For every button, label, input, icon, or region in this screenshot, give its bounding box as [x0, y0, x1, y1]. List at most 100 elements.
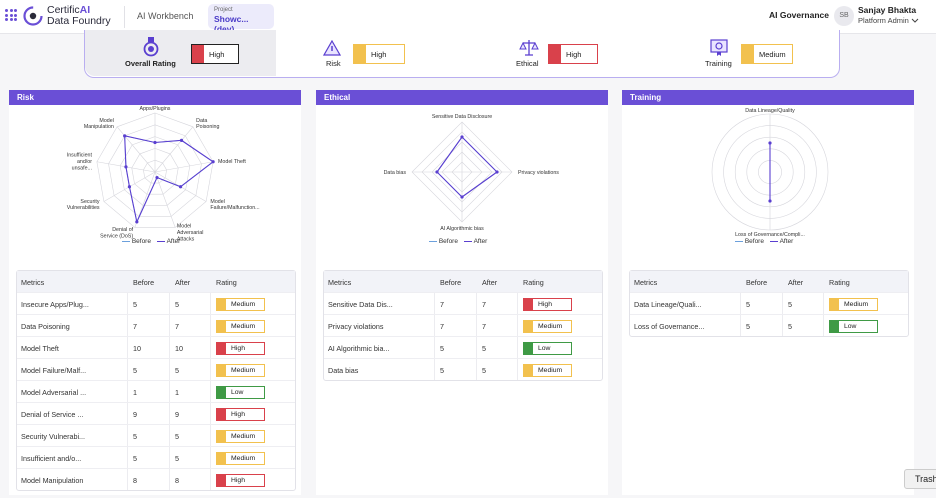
column-divider — [434, 315, 435, 336]
after-cell: 5 — [175, 300, 179, 309]
rating-swatch — [217, 409, 226, 420]
after-cell: 5 — [175, 366, 179, 375]
radar-axis-label-line: Apps/Plugins — [140, 106, 171, 112]
column-divider — [210, 425, 211, 446]
table-row[interactable]: Denial of Service ... 9 9 High — [17, 402, 295, 424]
rating-value: Medium — [538, 323, 563, 330]
column-divider — [210, 469, 211, 490]
after-data-point[interactable] — [127, 185, 132, 189]
after-data-point[interactable] — [123, 134, 127, 138]
after-data-point[interactable] — [135, 220, 139, 224]
rating-badge: Medium — [523, 320, 572, 333]
workbench-link[interactable]: AI Workbench — [137, 11, 194, 21]
table-row[interactable]: Data Poisoning 7 7 Medium — [17, 314, 295, 336]
column-header-after[interactable]: After — [482, 278, 498, 287]
table-row[interactable]: Security Vulnerabi... 5 5 Medium — [17, 424, 295, 446]
radar-axis-label-line: Data — [196, 118, 207, 124]
column-header-metrics[interactable]: Metrics — [634, 278, 658, 287]
after-data-point[interactable] — [460, 195, 464, 199]
column-divider — [127, 293, 128, 314]
ethical-panel: Ethical Sensitive Data Disclosure Privacy… — [316, 90, 608, 495]
column-header-before[interactable]: Before — [440, 278, 462, 287]
column-divider — [169, 447, 170, 468]
metric-cell: Data Poisoning — [21, 322, 70, 331]
table-row[interactable]: AI Algorithmic bia... 5 5 Low — [324, 336, 602, 358]
after-data-point[interactable] — [495, 170, 499, 174]
column-header-metrics[interactable]: Metrics — [328, 278, 352, 287]
rating-value: High — [231, 477, 245, 484]
column-header-rating[interactable]: Rating — [216, 278, 237, 287]
column-divider — [517, 315, 518, 336]
radar-axis-label-line: and/or — [77, 159, 92, 165]
column-header-before[interactable]: Before — [133, 278, 155, 287]
radar-axis-label: Apps/Plugins — [140, 106, 171, 112]
table-row[interactable]: Data Lineage/Quali... 5 5 Medium — [630, 292, 908, 314]
after-data-point[interactable] — [768, 199, 772, 203]
rating-badge: Medium — [216, 320, 265, 333]
rating-swatch — [742, 45, 754, 63]
table-row[interactable]: Model Manipulation 8 8 High — [17, 468, 295, 490]
after-cell: 7 — [482, 300, 486, 309]
apps-grid-icon[interactable] — [5, 9, 17, 21]
after-data-point[interactable] — [435, 170, 439, 174]
ethical-radar-chart: Sensitive Data Disclosure Privacy violati… — [384, 114, 560, 232]
rating-badge: Low — [216, 386, 265, 399]
user-name[interactable]: Sanjay Bhakta — [858, 5, 917, 15]
rating-value: Medium — [231, 433, 256, 440]
after-data-point[interactable] — [211, 160, 215, 164]
table-row[interactable]: Model Failure/Malf... 5 5 Medium — [17, 358, 295, 380]
radar-axis-label-line: Loss of Governance/Compli... — [735, 232, 805, 238]
column-divider — [210, 337, 211, 358]
table-row[interactable]: Loss of Governance... 5 5 Low — [630, 314, 908, 336]
rating-summary-bar: Overall Rating High Risk High Ethical Hi… — [84, 30, 840, 78]
table-row[interactable]: Insufficient and/o... 5 5 Medium — [17, 446, 295, 468]
project-selector[interactable]: Project Showc... (dev) — [208, 4, 274, 34]
radar-axis-label-line: Model Theft — [218, 159, 246, 165]
risk-metrics-table: Metrics Before After Rating Insecure Apps/Pl… — [16, 270, 296, 491]
table-row[interactable]: Sensitive Data Dis... 7 7 High — [324, 292, 602, 314]
radar-axis-label-line: Model — [99, 118, 113, 124]
after-data-point[interactable] — [124, 165, 128, 169]
after-data-point[interactable] — [460, 135, 464, 139]
column-divider — [127, 359, 128, 380]
metric-cell: Loss of Governance... — [634, 322, 705, 331]
column-divider — [127, 403, 128, 424]
before-cell: 5 — [746, 300, 750, 309]
after-data-point[interactable] — [153, 140, 157, 145]
before-cell: 5 — [133, 366, 137, 375]
after-data-point[interactable] — [768, 141, 772, 145]
radar-axis-label: AI Algorithmic bias — [440, 226, 484, 232]
user-role-dropdown[interactable]: Platform Admin — [858, 16, 919, 25]
column-header-metrics[interactable]: Metrics — [21, 278, 45, 287]
training-rating-card: Training Medium — [703, 30, 813, 76]
column-header-after[interactable]: After — [175, 278, 191, 287]
radar-spoke — [154, 126, 194, 173]
table-row[interactable]: Data bias 5 5 Medium — [324, 358, 602, 380]
after-data-point[interactable] — [179, 138, 184, 142]
table-row[interactable]: Model Adversarial ... 1 1 Low — [17, 380, 295, 402]
radar-axis-label: Model Adversarial Attacks — [177, 224, 204, 243]
column-header-rating[interactable]: Rating — [829, 278, 850, 287]
column-divider — [210, 293, 211, 314]
table-row[interactable]: Model Theft 10 10 High — [17, 336, 295, 358]
avatar[interactable]: SB — [834, 6, 854, 26]
column-header-after[interactable]: After — [788, 278, 804, 287]
risk-radar-chart: Apps/Plugins Data Poisoning Model Theft Mode… — [67, 106, 260, 243]
metric-cell: Model Theft — [21, 344, 59, 353]
after-data-point[interactable] — [155, 175, 159, 180]
table-row[interactable]: Privacy violations 7 7 Medium — [324, 314, 602, 336]
column-header-rating[interactable]: Rating — [523, 278, 544, 287]
overall-rating-value: High — [209, 50, 225, 59]
legend-after-icon — [156, 240, 165, 242]
after-data-point[interactable] — [178, 185, 183, 189]
trash-button[interactable]: Trash — [904, 469, 936, 489]
project-label: Project — [214, 7, 233, 13]
after-cell: 5 — [788, 300, 792, 309]
risk-rating-card: Risk High — [317, 30, 407, 76]
rating-swatch — [524, 321, 533, 332]
column-divider — [210, 403, 211, 424]
column-header-before[interactable]: Before — [746, 278, 768, 287]
table-row[interactable]: Insecure Apps/Plug... 5 5 Medium — [17, 292, 295, 314]
legend-after-label: After — [779, 238, 794, 245]
column-divider — [127, 469, 128, 490]
